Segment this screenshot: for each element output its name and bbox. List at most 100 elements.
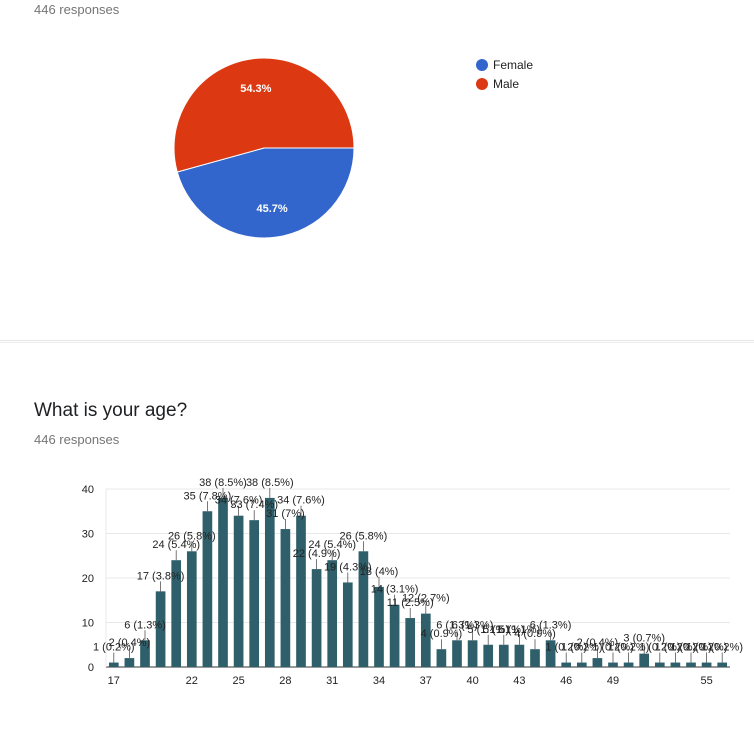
bar-data-label: 26 (5.8%) (168, 530, 216, 542)
pie-slice-label: 54.3% (240, 83, 271, 95)
bar-age-43[interactable] (514, 644, 525, 667)
bar-age-54[interactable] (686, 662, 696, 667)
legend-item-female[interactable]: Female (476, 55, 533, 74)
bar-data-label: 1 (0.2%) (561, 642, 603, 654)
legend-item-male[interactable]: Male (476, 74, 533, 93)
x-tick-label: 49 (607, 675, 619, 687)
x-tick-label: 28 (279, 675, 291, 687)
bar-data-label: 31 (7%) (266, 508, 305, 520)
bar-data-label: 33 (7.4%) (230, 499, 278, 511)
bar-data-label: 24 (5.4%) (308, 539, 356, 551)
bar-age-24[interactable] (218, 497, 228, 667)
bar-age-30[interactable] (311, 569, 322, 667)
pie-slice-label: 45.7% (257, 203, 288, 215)
bar-data-label: 3 (0.7%) (623, 633, 665, 645)
y-tick-label: 10 (82, 618, 94, 630)
bar-data-label: 6 (1.3%) (530, 619, 572, 631)
bar-age-35[interactable] (389, 604, 400, 667)
bar-age-50[interactable] (623, 662, 634, 667)
bar-age-56[interactable] (717, 662, 728, 667)
bar-age-51[interactable] (639, 653, 650, 667)
bar-age-49[interactable] (608, 662, 618, 667)
bar-data-label: 6 (1.3%) (452, 619, 494, 631)
bar-data-label: 34 (7.6%) (215, 495, 263, 507)
bar-age-27[interactable] (264, 497, 275, 667)
bar-age-53[interactable] (670, 662, 681, 667)
bar-age-37[interactable] (420, 613, 431, 667)
bar-age-26[interactable] (249, 520, 260, 667)
bar-age-21[interactable] (171, 560, 182, 667)
bar-data-label: 34 (7.6%) (277, 495, 325, 507)
bar-age-20[interactable] (155, 591, 166, 667)
bar-data-label: 1 (0.2%) (639, 642, 681, 654)
bar-age-29[interactable] (296, 515, 306, 667)
bar-age-55[interactable] (701, 662, 712, 667)
bar-data-label: 1 (0.2%) (592, 642, 634, 654)
question-title: What is your age? (34, 400, 188, 421)
bar-age-41[interactable] (483, 644, 494, 667)
bar-age-38[interactable] (436, 649, 447, 667)
bar-age-19[interactable] (140, 640, 150, 667)
bar-data-label: 2 (0.4%) (109, 637, 151, 649)
bar-age-23[interactable] (202, 511, 213, 667)
x-tick-label: 55 (700, 675, 712, 687)
bar-age-32[interactable] (342, 582, 353, 667)
bar-data-label: 38 (8.5%) (246, 477, 294, 489)
bar-data-label: 1 (0.2%) (608, 642, 650, 654)
bar-data-label: 1 (0.2%) (93, 642, 135, 654)
bar-age-33[interactable] (358, 551, 369, 667)
bar-data-label: 1 (0.2%) (545, 642, 587, 654)
response-count: 446 responses (34, 432, 120, 447)
bar-age-52[interactable] (654, 662, 665, 667)
bar-age-25[interactable] (233, 515, 244, 667)
response-count: 446 responses (34, 2, 120, 17)
bar-age-18[interactable] (124, 658, 135, 667)
x-tick-label: 31 (326, 675, 338, 687)
age-question-card: What is your age? 446 responses 0 10 20 30 4… (0, 342, 754, 754)
bar-age-36[interactable] (405, 618, 416, 667)
bar-data-label: 6 (1.3%) (436, 619, 478, 631)
bar-age-44[interactable] (530, 649, 540, 667)
legend-swatch-icon (476, 58, 488, 71)
gender-question-card: 446 responses 45.7% 54.3% Female Male (0, 0, 754, 341)
bar-data-label: 1 (0.2%) (686, 642, 728, 654)
bar-data-label: 18 (4%) (360, 566, 399, 578)
x-tick-label: 22 (186, 675, 198, 687)
x-tick-label: 40 (466, 675, 478, 687)
legend-label: Male (493, 76, 520, 91)
bar-data-label: 24 (5.4%) (152, 539, 200, 551)
bar-age-45[interactable] (545, 640, 556, 667)
bar-age-47[interactable] (576, 662, 587, 667)
bar-age-40[interactable] (467, 640, 478, 667)
bar-data-label: 6 (1.3%) (124, 619, 166, 631)
bar-age-31[interactable] (327, 560, 338, 667)
bar-age-28[interactable] (280, 529, 291, 667)
pie-legend: Female Male (476, 55, 533, 93)
pie-slice-male[interactable] (173, 57, 355, 173)
bar-age-17[interactable] (108, 662, 119, 667)
bar-age-46[interactable] (561, 662, 572, 667)
x-tick-label: 34 (373, 675, 385, 687)
bar-age-42[interactable] (498, 644, 509, 667)
bar-data-label: 1 (0.2%) (670, 642, 712, 654)
pie-slice-female[interactable] (176, 147, 355, 239)
bar-data-label: 17 (3.8%) (137, 570, 185, 582)
bar-data-label: 12 (2.7%) (402, 593, 450, 605)
bar-data-label: 26 (5.8%) (340, 530, 388, 542)
bar-age-22[interactable] (186, 551, 197, 667)
y-tick-label: 0 (88, 662, 94, 674)
bar-data-label: 1 (0.2%) (701, 642, 743, 654)
bar-data-label: 5 (1.1%) (467, 624, 509, 636)
bar-age-34[interactable] (374, 586, 384, 667)
bar-data-label: 22 (4.9%) (293, 548, 341, 560)
bar-data-label: 2 (0.4%) (577, 637, 619, 649)
bar-data-label: 4 (0.9%) (514, 628, 556, 640)
x-tick-label: 37 (420, 675, 432, 687)
bar-age-39[interactable] (452, 640, 462, 667)
legend-swatch-icon (476, 77, 488, 90)
bar-data-label: 5 (1.1%) (483, 624, 525, 636)
bar-data-label: 4 (0.9%) (421, 628, 463, 640)
bar-data-label: 11 (2.5%) (387, 597, 434, 609)
bar-age-48[interactable] (592, 658, 603, 667)
